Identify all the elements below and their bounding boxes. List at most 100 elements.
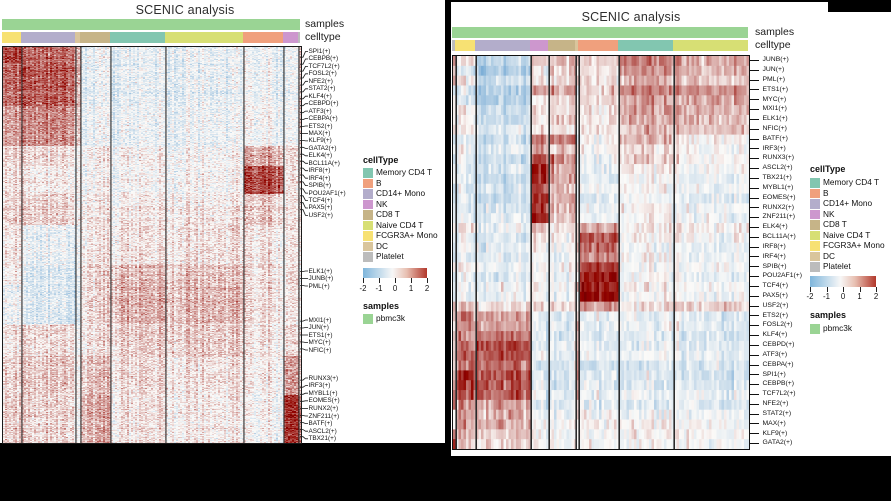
row-connector-tick (749, 217, 759, 219)
samples-track-label: samples (755, 26, 795, 38)
row-label: KLF9(+) (762, 429, 788, 437)
row-label: CEBPA(+) (762, 360, 794, 368)
row-label: KLF4(+) (308, 92, 332, 100)
legend-item-label: Platelet (376, 251, 404, 261)
colorbar-tick (379, 278, 380, 283)
row-connector-tick (749, 403, 759, 405)
row-connector-tick (749, 246, 759, 248)
annotation-segment-samples (2, 19, 300, 30)
row-label: MYBL1(+) (762, 183, 794, 191)
colorbar-tick (810, 287, 811, 292)
legend-item-label: FCGR3A+ Mono (376, 230, 438, 240)
row-label: NFIC(+) (308, 346, 332, 354)
colorbar-tick-label: -1 (823, 292, 830, 301)
row-label: GATA2(+) (762, 439, 793, 447)
row-label: ELK1(+) (308, 267, 333, 275)
annotation-segment-b (243, 32, 283, 43)
legend-color-swatch (810, 262, 820, 272)
legend-item-label: Platelet (823, 261, 851, 271)
row-label: PML(+) (308, 282, 330, 290)
annotation-segment-platelet (452, 40, 455, 51)
row-label: BCL11A(+) (762, 233, 796, 240)
row-label: ZNF211(+) (762, 213, 796, 221)
legend-item-label: DC (376, 240, 388, 251)
colorbar-tick (843, 287, 844, 292)
row-label: KLF9(+) (308, 137, 332, 145)
legend-item-label: Memory CD4 T (376, 167, 433, 177)
legend-color-swatch (363, 314, 373, 324)
row-connector-tick (749, 168, 759, 169)
row-connector-tick (749, 384, 759, 386)
celltype-annotation-bar (452, 40, 748, 51)
annotation-segment-nk (530, 40, 548, 51)
celltype-track-label: celltype (305, 31, 341, 43)
legend-color-swatch (810, 199, 820, 209)
row-connector-tick (749, 148, 759, 150)
row-label: TBX21(+) (762, 174, 792, 182)
row-label: SPI1(+) (308, 48, 331, 55)
legend-color-swatch (363, 241, 373, 251)
row-label: IRF4(+) (308, 174, 331, 182)
row-connector-tick (749, 364, 759, 366)
row-label: JUNB(+) (308, 275, 334, 282)
legend-color-swatch (363, 210, 373, 220)
row-label: IRF3(+) (762, 144, 786, 152)
celltype-legend-title: cellType (810, 164, 846, 174)
legend-color-swatch (363, 231, 373, 241)
row-connector-tick (749, 197, 759, 199)
row-label: ETS2(+) (308, 122, 333, 130)
heatmap-canvas (452, 55, 750, 450)
row-label: TCF7L2(+) (308, 62, 340, 70)
colorbar-tick (826, 287, 828, 292)
annotation-segment-naive-cd4-t (673, 40, 748, 51)
legend-item-label: CD14+ Mono (376, 188, 426, 198)
row-connector-tick (749, 423, 759, 425)
colorbar-tick-label: 1 (857, 292, 862, 301)
row-label: RUNX2(+) (762, 203, 795, 211)
row-connector-tick (749, 177, 759, 179)
legend-color-swatch (363, 199, 373, 209)
row-label: TCF4(+) (762, 282, 789, 290)
legend-item-label: pbmc3k (376, 313, 406, 323)
legend-color-swatch (810, 178, 820, 188)
colorbar-tick-label: -1 (375, 284, 383, 293)
row-label: ATF3(+) (762, 350, 788, 358)
row-label: KLF4(+) (762, 331, 788, 339)
legend-item-label: Naive CD4 T (823, 229, 871, 240)
row-label: FOSL2(+) (762, 321, 793, 329)
legend-item-label: NK (823, 208, 835, 219)
row-connector-tick (749, 207, 759, 209)
row-label: POU2AF1(+) (308, 189, 346, 197)
row-connector-tick (749, 109, 759, 110)
row-connector-tick (749, 394, 759, 395)
row-label: PAX5(+) (762, 292, 788, 299)
colorbar-tick (876, 287, 877, 292)
left-scenic-panel: SCENIC analysis samples celltype SPI1(+)… (0, 0, 445, 444)
row-connector-tick (749, 335, 759, 336)
row-label: MAX(+) (308, 129, 331, 137)
row-connector-tick (749, 138, 759, 140)
row-label: TCF4(+) (308, 197, 333, 204)
row-label: NFE2(+) (762, 400, 789, 407)
row-label: SPIB(+) (762, 262, 787, 270)
annotation-segment-cd8-t (80, 32, 110, 43)
row-label: TBX21(+) (308, 435, 337, 443)
row-label: MXI1(+) (762, 105, 787, 113)
row-label: GATA2(+) (308, 144, 337, 152)
annotation-segment-cd14-mono (475, 40, 530, 51)
legend-color-swatch (810, 188, 820, 198)
row-label: CEBPD(+) (308, 100, 339, 108)
row-label: EOMES(+) (762, 193, 796, 201)
annotation-segment-dc (575, 40, 578, 51)
row-connector-tick (749, 128, 759, 130)
row-label: ASCL2(+) (308, 427, 337, 435)
row-label: RUNX3(+) (762, 154, 795, 162)
samples-legend-title: samples (810, 310, 847, 320)
celltype-annotation-bar (2, 32, 300, 43)
row-connector-tick (749, 344, 759, 346)
legend-color-swatch (363, 168, 373, 178)
row-label: PAX5(+) (308, 204, 333, 212)
annotation-segment-fcgr3a-mono (455, 40, 475, 51)
row-label: BATF(+) (308, 420, 333, 428)
